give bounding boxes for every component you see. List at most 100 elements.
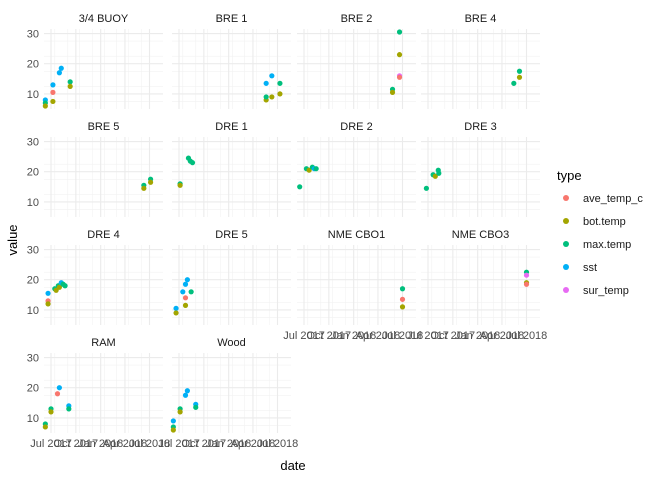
data-point: [396, 52, 403, 58]
x-tick-label: Jul 2018: [129, 438, 171, 450]
facet-title: DRE 3: [464, 121, 496, 133]
facet-title: Wood: [217, 337, 246, 349]
facet-panel: BRE 2: [297, 13, 416, 109]
y-tick-label: 10: [27, 413, 39, 425]
data-point: [180, 289, 186, 295]
data-point: [56, 385, 62, 391]
x-tick-label: Jul 2017: [158, 438, 200, 450]
grid-lines: [172, 137, 291, 217]
data-point: [182, 392, 189, 398]
grid-lines: [44, 137, 163, 217]
data-point: [182, 295, 189, 301]
data-point: [396, 29, 403, 35]
data-point: [62, 283, 68, 289]
facet-title: NME CBO3: [452, 229, 509, 241]
legend-label: sur_temp: [583, 285, 629, 297]
data-point: [263, 94, 269, 100]
data-point: [54, 391, 61, 397]
legend-label: sst: [583, 262, 597, 274]
legend-key: [563, 195, 569, 201]
data-point: [56, 70, 62, 76]
facet-title: BRE 4: [465, 13, 497, 25]
x-tick-label: Jan 2018: [78, 438, 123, 450]
data-point: [511, 80, 517, 86]
facet-panel: BRE 4: [421, 13, 540, 109]
y-tick-label: 20: [27, 275, 39, 287]
x-tick-label: Apr 2018: [356, 330, 401, 342]
x-tick-label: Jul 2018: [382, 330, 424, 342]
data-point: [177, 182, 183, 188]
grid-lines: [297, 137, 416, 217]
data-point: [173, 310, 179, 316]
facet-title: DRE 5: [215, 229, 247, 241]
y-tick-label: 10: [27, 89, 39, 101]
facet-panels: 3/4 BUOY 10 20 30 BRE 1 BRE 2 BRE 4 BRE 5 10 20 30…: [27, 13, 548, 450]
grid-lines: [44, 353, 163, 433]
data-point: [263, 80, 269, 86]
data-point: [313, 166, 319, 172]
x-tick-label: Jan 2018: [455, 330, 500, 342]
data-point: [523, 281, 530, 287]
data-point: [399, 286, 406, 292]
data-point: [170, 418, 176, 424]
facet-panel: DRE 3: [421, 121, 540, 217]
grid-lines: [172, 353, 291, 433]
data-point: [193, 404, 199, 410]
x-tick-label: Jul 2018: [257, 438, 299, 450]
y-tick-label: 20: [27, 59, 39, 71]
data-point: [170, 427, 176, 433]
x-tick-label: Oct 2017: [307, 330, 352, 342]
facet-panel: BRE 5 10 20 30: [27, 121, 163, 217]
data-point: [56, 284, 62, 290]
facet-panel: DRE 2: [297, 121, 416, 217]
grid-lines: [172, 29, 291, 109]
data-point: [399, 296, 406, 302]
grid-lines: [421, 29, 540, 109]
data-point: [182, 302, 189, 308]
y-tick-label: 10: [27, 197, 39, 209]
data-point: [67, 79, 73, 85]
data-point: [423, 185, 429, 191]
x-tick-label: Jul 2017: [407, 330, 449, 342]
data-point: [67, 83, 73, 89]
facet-panel: DRE 1: [172, 121, 291, 217]
data-point: [42, 103, 48, 109]
y-tick-label: 10: [27, 305, 39, 317]
facet-panel: DRE 4 10 20 30: [27, 229, 163, 325]
data-point: [269, 73, 275, 79]
grid-lines: [421, 137, 540, 217]
y-tick-label: 20: [27, 167, 39, 179]
legend-title: type: [557, 168, 582, 183]
data-point: [45, 290, 51, 296]
data-point: [141, 185, 147, 191]
y-tick-label: 20: [27, 383, 39, 395]
data-point: [50, 98, 56, 105]
data-point: [48, 409, 54, 415]
data-point: [516, 74, 523, 80]
grid-lines: [297, 29, 416, 109]
y-tick-label: 30: [27, 245, 39, 257]
facet-title: NME CBO1: [328, 229, 385, 241]
data-point: [42, 424, 48, 430]
data-point: [432, 173, 438, 179]
data-point: [277, 91, 283, 97]
x-tick-label: Apr 2018: [480, 330, 525, 342]
legend-key: [563, 241, 569, 247]
data-point: [396, 74, 403, 80]
x-tick-label: Jul 2018: [506, 330, 548, 342]
data-point: [523, 272, 530, 278]
x-tick-label: Oct 2017: [431, 330, 476, 342]
data-point: [184, 277, 190, 283]
data-point: [516, 68, 523, 74]
legend-label: ave_temp_c: [583, 193, 643, 205]
facet-panel: BRE 1: [172, 13, 291, 109]
legend-key: [563, 218, 569, 224]
data-point: [399, 304, 406, 310]
data-point: [189, 160, 196, 166]
y-tick-label: 30: [27, 353, 39, 365]
